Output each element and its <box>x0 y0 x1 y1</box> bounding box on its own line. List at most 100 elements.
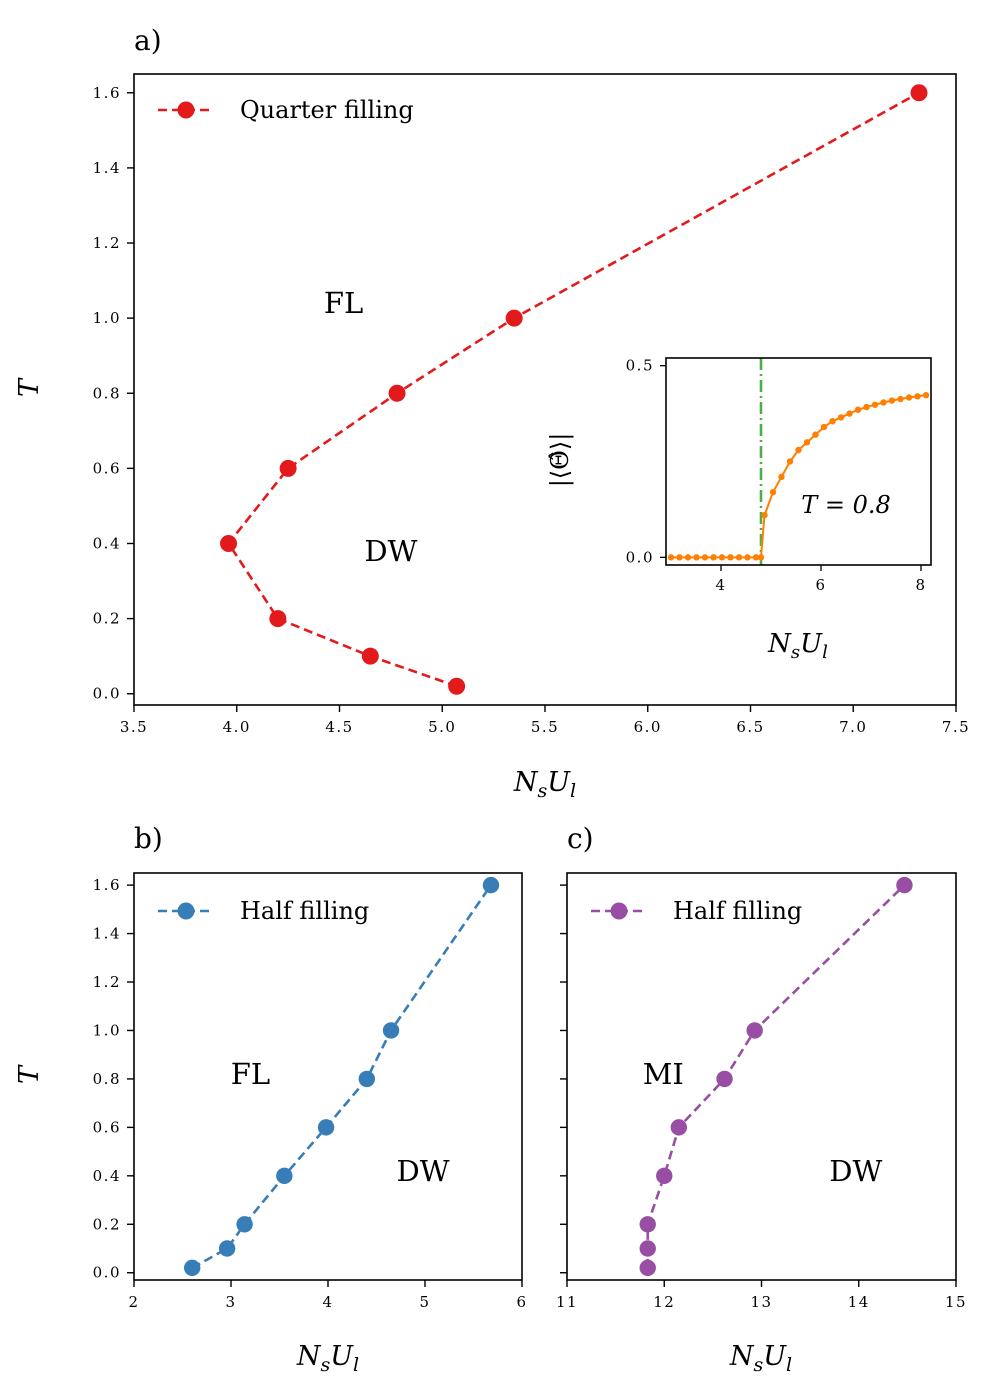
panel-label: c) <box>567 822 594 855</box>
y-tick-label: 0.6 <box>93 459 121 477</box>
y-tick-label: 1.0 <box>93 1021 121 1039</box>
data-point <box>184 1259 201 1277</box>
data-point <box>639 1240 656 1257</box>
legend-label: Quarter filling <box>240 96 414 124</box>
x-tick-label: 6.0 <box>634 718 662 736</box>
panel-c: 11 12 13 14 15 Half filling MI DW NsUl <box>556 872 967 1376</box>
region-label: MI <box>643 1057 684 1091</box>
inset-data-point <box>897 395 904 403</box>
inset-data-point <box>769 488 777 496</box>
inset-data-point <box>829 418 836 425</box>
legend-marker <box>177 902 195 920</box>
x-tick-label: 5 <box>419 1293 430 1311</box>
y-tick-label: 0.6 <box>93 1118 121 1136</box>
legend-marker <box>610 902 628 920</box>
x-tick-label: 11 <box>556 1293 578 1311</box>
data-point <box>361 647 379 665</box>
inset-data-point <box>803 439 811 446</box>
data-point <box>358 1070 375 1088</box>
x-tick-label: 15 <box>945 1293 967 1311</box>
y-tick-label: 0.0 <box>93 1264 121 1282</box>
data-point <box>382 1022 400 1039</box>
inset-data-point <box>667 554 675 561</box>
data-point <box>639 1259 656 1277</box>
panel-label: b) <box>134 822 163 855</box>
y-tick-label: 1.0 <box>93 309 121 327</box>
x-tick-label: 4.0 <box>223 718 251 736</box>
inset-data-point <box>880 399 887 406</box>
data-point <box>388 384 406 402</box>
x-tick-label: 12 <box>653 1293 675 1311</box>
inset-data-point <box>693 554 700 561</box>
inset-background <box>666 358 931 565</box>
region-label: DW <box>397 1154 450 1188</box>
axes-frame <box>133 872 523 1281</box>
x-axis-label: NsUl <box>296 1341 359 1376</box>
data-point <box>639 1216 656 1233</box>
inset-data-point <box>761 511 768 519</box>
data-point <box>279 459 297 477</box>
data-point <box>716 1070 733 1088</box>
x-tick-label: 7.5 <box>942 718 970 736</box>
y-tick-label: 0.8 <box>93 384 121 402</box>
x-tick-label: 13 <box>750 1293 772 1311</box>
y-tick-label: 0.8 <box>93 1070 121 1088</box>
x-tick-label: 8 <box>915 576 926 594</box>
inset-data-point <box>684 554 692 561</box>
inset-annotation: T = 0.8 <box>801 491 891 519</box>
x-tick-label: 3.5 <box>120 718 148 736</box>
data-point <box>670 1119 688 1136</box>
inset-data-point <box>727 554 734 561</box>
data-point <box>220 534 238 552</box>
x-tick-label: 6.5 <box>736 718 764 736</box>
x-tick-label: 3 <box>225 1293 236 1311</box>
inset-data-point <box>701 554 709 561</box>
y-tick-label: 0.2 <box>93 1215 121 1233</box>
inset-data-point <box>710 554 717 561</box>
data-point <box>448 677 466 695</box>
data-point <box>896 876 913 894</box>
x-tick-label: 6 <box>516 1293 527 1311</box>
inset-data-point <box>744 554 751 561</box>
data-point <box>656 1167 673 1185</box>
x-tick-label: 4 <box>715 576 726 594</box>
y-tick-label: 0.0 <box>93 685 121 703</box>
x-tick-label: 7.0 <box>839 718 867 736</box>
legend-marker <box>177 101 195 119</box>
y-tick-label: 0.0 <box>626 548 654 566</box>
inset-data-point <box>854 406 862 413</box>
y-tick-label: 1.4 <box>93 925 121 943</box>
inset-data-point <box>778 473 785 481</box>
data-point <box>910 84 928 102</box>
y-axis-label: T <box>14 1064 45 1084</box>
data-point <box>276 1167 293 1185</box>
panel-a: 3.5 4.0 4.5 5.0 5.5 6.0 6.5 7.0 7.5 0.0 0.2 0.4 0.6 0… <box>93 73 970 802</box>
inset-data-point <box>871 401 879 408</box>
x-tick-label: 5.0 <box>428 718 456 736</box>
x-tick-label: 14 <box>848 1293 870 1311</box>
inset-data-point <box>846 410 853 417</box>
region-label: DW <box>829 1154 882 1188</box>
y-tick-label: 0.4 <box>93 534 121 552</box>
y-axis-label: T <box>14 377 45 397</box>
y-tick-label: 0.5 <box>626 357 654 375</box>
x-tick-label: 4.5 <box>325 718 353 736</box>
inset-data-point <box>752 554 760 561</box>
panel-b: 2 3 4 5 6 0.0 0.2 0.4 0.6 0.8 1.0 1.2 1.4 1.6 Half fil… <box>93 872 527 1376</box>
x-axis-label: NsUl <box>729 1341 792 1376</box>
y-tick-label: 1.4 <box>93 159 121 177</box>
y-tick-label: 1.6 <box>93 84 121 102</box>
inset-data-point <box>812 431 819 438</box>
region-label: DW <box>364 534 417 568</box>
y-tick-label: 1.2 <box>93 234 121 252</box>
inset-data-point <box>914 393 921 400</box>
data-point <box>269 610 287 628</box>
inset-data-point <box>820 423 828 431</box>
y-tick-label: 1.6 <box>93 876 121 894</box>
series-line <box>226 91 920 688</box>
data-point <box>236 1216 253 1233</box>
inset-data-point <box>837 414 845 421</box>
inset-data-point <box>795 446 802 454</box>
inset-data-point <box>863 403 870 411</box>
